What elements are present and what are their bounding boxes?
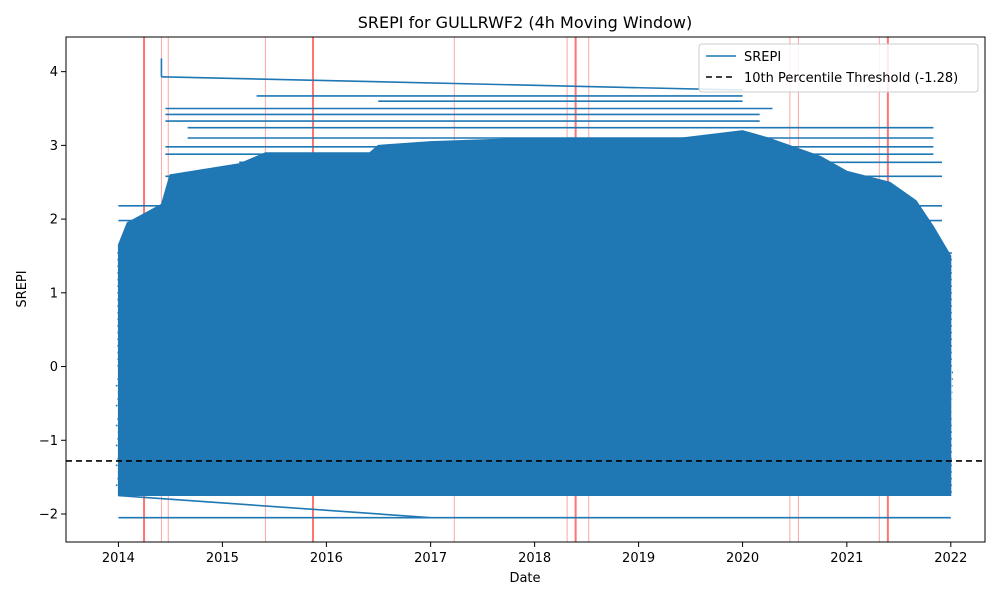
- legend-box: [698, 43, 979, 93]
- series-segment: [161, 76, 743, 91]
- y-tick-label: 4: [50, 65, 58, 80]
- y-tick-label: 3: [50, 139, 58, 154]
- x-tick-label: 2014: [102, 551, 135, 566]
- plot-frame: [65, 36, 986, 543]
- series-outliers: [118, 58, 951, 519]
- x-tick-label: 2019: [622, 551, 655, 566]
- legend: SREPI 10th Percentile Threshold (-1.28): [698, 43, 979, 93]
- series-band-area: [117, 130, 952, 497]
- y-tick-label: −1: [39, 434, 58, 449]
- x-axis-ticks: 2014 2015 2016 2017 2018 2019 2020 2021 2022: [102, 542, 967, 566]
- y-tick-label: 0: [50, 360, 58, 375]
- y-axis-label: SREPI: [15, 270, 30, 307]
- legend-threshold-label: 10th Percentile Threshold (-1.28): [744, 71, 958, 86]
- y-tick-label: −2: [39, 507, 58, 522]
- y-axis-ticks: −2 −1 0 1 2 3 4: [39, 65, 66, 522]
- x-tick-label: 2015: [206, 551, 239, 566]
- y-tick-label: 2: [50, 213, 58, 228]
- legend-series-label: SREPI: [744, 50, 781, 65]
- x-tick-label: 2020: [726, 551, 759, 566]
- x-tick-label: 2016: [310, 551, 343, 566]
- x-tick-label: 2022: [934, 551, 967, 566]
- x-axis-label: Date: [509, 571, 540, 586]
- plot-area: [66, 37, 985, 542]
- x-tick-label: 2017: [414, 551, 447, 566]
- series-band: [115, 130, 954, 497]
- x-tick-label: 2018: [518, 551, 551, 566]
- chart-title: SREPI for GULLRWF2 (4h Moving Window): [358, 13, 692, 32]
- y-tick-label: 1: [50, 286, 58, 301]
- x-tick-label: 2021: [830, 551, 863, 566]
- series-segment: [118, 494, 431, 519]
